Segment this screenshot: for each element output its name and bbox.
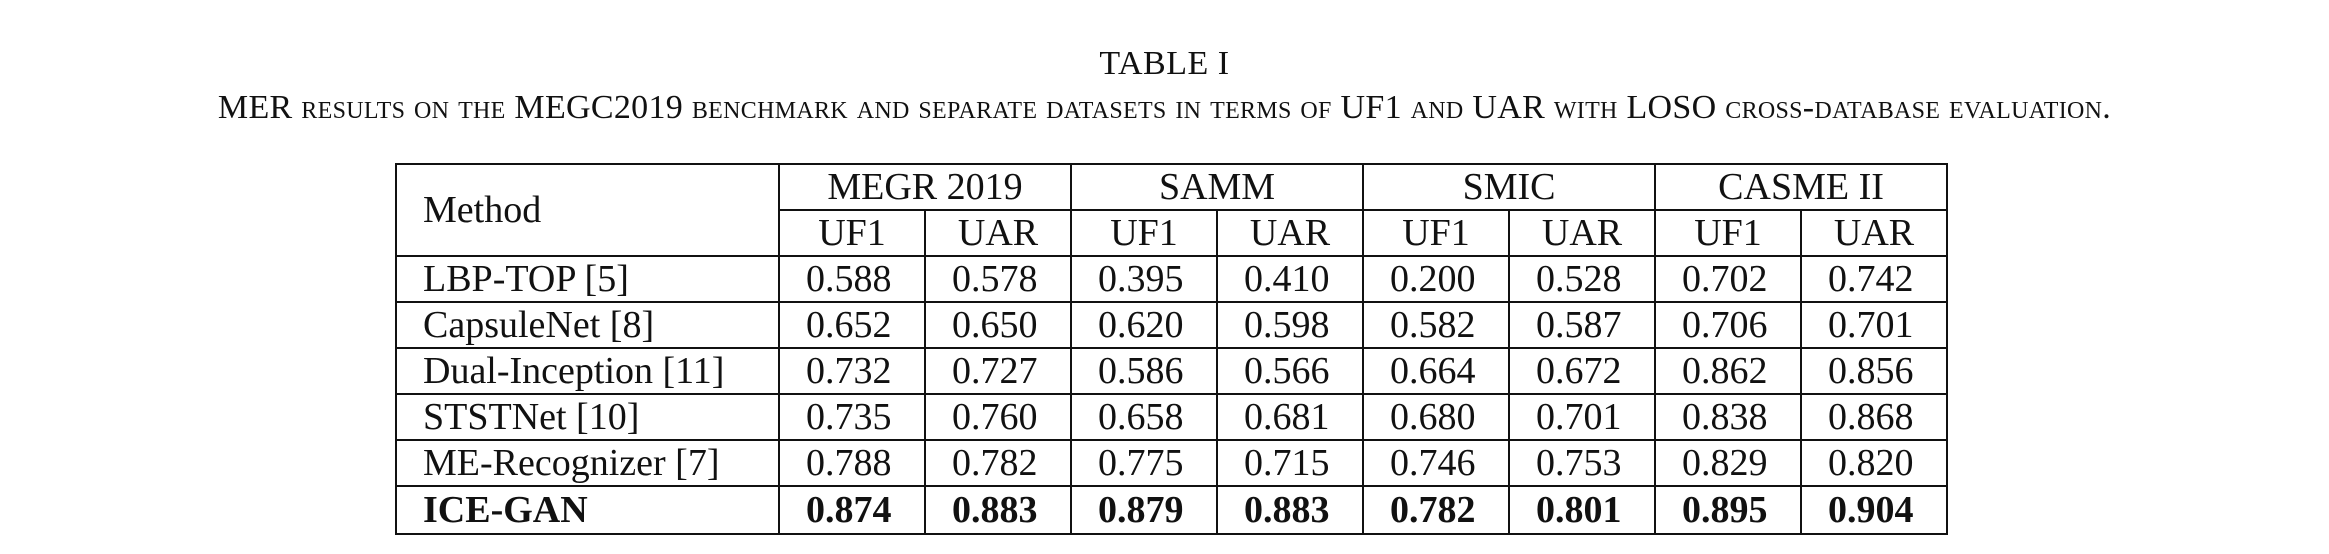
value-cell: 0.868 <box>1800 393 1949 441</box>
table-caption-text: MER results on the MEGC2019 benchmark an… <box>217 89 2112 126</box>
table-row: Dual-Inception [11] 0.732 0.727 0.586 0.… <box>395 347 1949 395</box>
value-cell: 0.735 <box>778 393 926 441</box>
value-cell: 0.760 <box>923 393 1073 441</box>
value-cell: 0.856 <box>1800 347 1949 395</box>
value-cell: 0.528 <box>1508 255 1657 303</box>
sub-header: UAR <box>1800 209 1949 257</box>
value-cell: 0.410 <box>1216 255 1365 303</box>
value-cell: 0.706 <box>1654 301 1803 349</box>
results-table: Method MEGR 2019 SAMM SMIC CASME II UF1 … <box>395 163 1949 535</box>
value-cell: 0.775 <box>1070 439 1219 487</box>
value-cell: 0.862 <box>1654 347 1803 395</box>
sub-header: UF1 <box>1070 209 1219 257</box>
value-cell: 0.715 <box>1216 439 1365 487</box>
value-cell: 0.904 <box>1800 485 1949 535</box>
table-row: STSTNet [10] 0.735 0.760 0.658 0.681 0.6… <box>395 393 1949 441</box>
table-header: Method MEGR 2019 SAMM SMIC CASME II UF1 … <box>395 163 1949 257</box>
value-cell: 0.829 <box>1654 439 1803 487</box>
value-cell: 0.801 <box>1508 485 1657 535</box>
value-cell: 0.746 <box>1362 439 1511 487</box>
method-cell: ICE-GAN <box>395 485 780 535</box>
group-header-casme2: CASME II <box>1654 163 1949 211</box>
group-header-row: Method MEGR 2019 SAMM SMIC CASME II <box>395 163 1949 257</box>
sub-header: UF1 <box>1362 209 1511 257</box>
value-cell: 0.895 <box>1654 485 1803 535</box>
value-cell: 0.650 <box>923 301 1073 349</box>
method-cell: LBP-TOP [5] <box>395 255 780 303</box>
value-cell: 0.680 <box>1362 393 1511 441</box>
value-cell: 0.753 <box>1508 439 1657 487</box>
method-column-header: Method <box>395 163 780 257</box>
group-header-megr2019: MEGR 2019 <box>777 163 1073 211</box>
value-cell: 0.566 <box>1216 347 1365 395</box>
group-header-samm: SAMM <box>1070 163 1365 211</box>
value-cell: 0.883 <box>923 485 1073 535</box>
value-cell: 0.587 <box>1508 301 1657 349</box>
value-cell: 0.652 <box>778 301 926 349</box>
table-row-best: ICE-GAN 0.874 0.883 0.879 0.883 0.782 0.… <box>395 485 1949 535</box>
table-row: CapsuleNet [8] 0.652 0.650 0.620 0.598 0… <box>395 301 1949 349</box>
value-cell: 0.664 <box>1362 347 1511 395</box>
table-row: ME-Recognizer [7] 0.788 0.782 0.775 0.71… <box>395 439 1949 487</box>
value-cell: 0.586 <box>1070 347 1219 395</box>
sub-header: UAR <box>1508 209 1657 257</box>
method-cell: CapsuleNet [8] <box>395 301 780 349</box>
value-cell: 0.702 <box>1654 255 1803 303</box>
value-cell: 0.727 <box>923 347 1073 395</box>
value-cell: 0.578 <box>923 255 1073 303</box>
table-row: LBP-TOP [5] 0.588 0.578 0.395 0.410 0.20… <box>395 255 1949 303</box>
value-cell: 0.598 <box>1216 301 1365 349</box>
value-cell: 0.681 <box>1216 393 1365 441</box>
value-cell: 0.879 <box>1070 485 1219 535</box>
value-cell: 0.620 <box>1070 301 1219 349</box>
sub-header: UAR <box>923 209 1073 257</box>
value-cell: 0.200 <box>1362 255 1511 303</box>
table-body: LBP-TOP [5] 0.588 0.578 0.395 0.410 0.20… <box>395 255 1949 535</box>
value-cell: 0.742 <box>1800 255 1949 303</box>
sub-header: UF1 <box>778 209 926 257</box>
sub-header-row: UF1 UAR UF1 UAR UF1 UAR UF1 UAR <box>396 209 1949 257</box>
value-cell: 0.701 <box>1508 393 1657 441</box>
value-cell: 0.732 <box>778 347 926 395</box>
value-cell: 0.672 <box>1508 347 1657 395</box>
value-cell: 0.395 <box>1070 255 1219 303</box>
value-cell: 0.883 <box>1216 485 1365 535</box>
value-cell: 0.782 <box>1362 485 1511 535</box>
value-cell: 0.788 <box>778 439 926 487</box>
method-cell: STSTNet [10] <box>395 393 780 441</box>
value-cell: 0.782 <box>923 439 1073 487</box>
value-cell: 0.588 <box>778 255 926 303</box>
table-caption-title: TABLE I <box>1099 45 1230 82</box>
value-cell: 0.658 <box>1070 393 1219 441</box>
value-cell: 0.820 <box>1800 439 1949 487</box>
sub-header: UF1 <box>1654 209 1803 257</box>
value-cell: 0.701 <box>1800 301 1949 349</box>
group-header-smic: SMIC <box>1362 163 1657 211</box>
sub-header: UAR <box>1216 209 1365 257</box>
value-cell: 0.874 <box>778 485 926 535</box>
value-cell: 0.838 <box>1654 393 1803 441</box>
method-cell: Dual-Inception [11] <box>395 347 780 395</box>
method-cell: ME-Recognizer [7] <box>395 439 780 487</box>
value-cell: 0.582 <box>1362 301 1511 349</box>
